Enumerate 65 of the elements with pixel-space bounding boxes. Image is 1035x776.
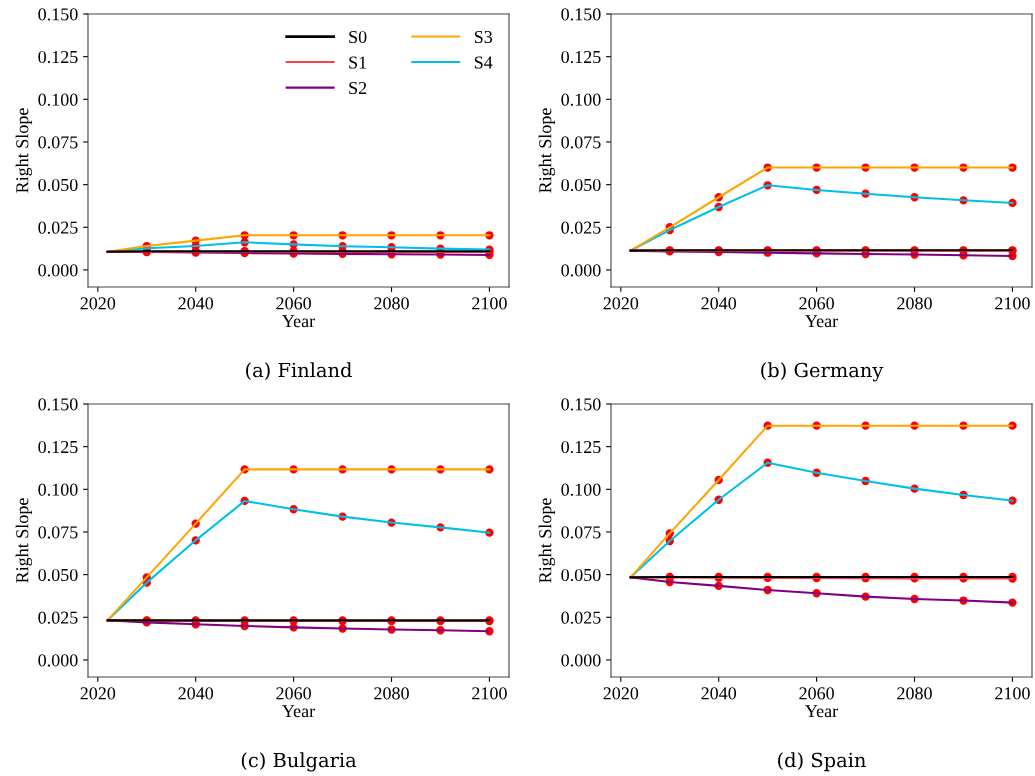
y-axis-title: Right Slope [538, 108, 556, 193]
y-tick-label: 0.125 [38, 50, 78, 64]
y-tick-label: 0.050 [38, 568, 78, 582]
y-tick-label: 0.150 [561, 8, 601, 21]
y-tick-label: 0.150 [38, 8, 78, 21]
y-tick-label: 0.100 [561, 483, 601, 496]
y-tick-label: 0.075 [561, 526, 601, 539]
x-tick-label: 2100 [472, 297, 507, 310]
y-tick-label: 0.075 [38, 136, 78, 149]
x-tick-label: 2060 [799, 297, 834, 310]
x-axis-title: Year [805, 315, 838, 328]
legend-label: S2 [349, 81, 367, 95]
y-tick-label: 0.050 [38, 178, 78, 192]
text: (a) Finland [246, 362, 352, 381]
y-tick-label: 0.050 [561, 568, 601, 582]
x-tick-label: 2080 [897, 297, 932, 310]
y-tick-label: 0.050 [561, 178, 601, 192]
x-tick-label: 2040 [701, 297, 737, 310]
y-tick-label: 0.125 [38, 440, 78, 454]
y-tick-label: 0.100 [561, 93, 601, 106]
y-tick-label: 0.125 [561, 440, 601, 454]
text: (d) Spain [778, 752, 866, 772]
y-tick-label: 0.000 [38, 654, 78, 667]
legend-label: S4 [474, 56, 493, 69]
x-tick-label: 2020 [80, 297, 116, 310]
x-tick-label: 2080 [897, 687, 932, 700]
legend-label: S0 [349, 30, 367, 44]
x-axis-title: Year [282, 705, 315, 718]
x-tick-label: 2040 [178, 687, 214, 700]
x-axis-title: Year [282, 315, 315, 328]
y-tick-label: 0.150 [38, 398, 78, 411]
x-tick-label: 2080 [374, 297, 409, 310]
text: (c) Bulgaria [241, 752, 357, 772]
y-tick-label: 0.100 [38, 93, 78, 106]
x-tick-label: 2060 [276, 687, 311, 700]
y-tick-label: 0.075 [38, 526, 78, 539]
y-tick-label: 0.125 [561, 50, 601, 64]
legend-label: S3 [474, 30, 493, 44]
y-tick-label: 0.150 [561, 398, 601, 411]
y-axis-title: Right Slope [15, 498, 33, 583]
x-tick-label: 2060 [276, 297, 311, 310]
x-tick-label: 2100 [472, 687, 507, 700]
y-axis-title: Right Slope [15, 108, 33, 193]
x-tick-label: 2080 [374, 687, 409, 700]
y-tick-label: 0.075 [561, 136, 601, 149]
y-axis-title: Right Slope [538, 498, 556, 583]
x-tick-label: 2060 [799, 687, 834, 700]
x-tick-label: 2020 [603, 687, 639, 700]
y-tick-label: 0.025 [38, 611, 78, 624]
y-tick-label: 0.000 [38, 264, 78, 277]
x-axis-title: Year [805, 705, 838, 718]
x-tick-label: 2100 [995, 687, 1030, 700]
y-tick-label: 0.100 [38, 483, 78, 496]
x-tick-label: 2040 [701, 687, 737, 700]
y-tick-label: 0.025 [561, 611, 601, 624]
y-tick-label: 0.025 [561, 221, 601, 234]
x-tick-label: 2020 [603, 297, 639, 310]
y-tick-label: 0.025 [38, 221, 78, 234]
legend-label: S1 [349, 56, 367, 69]
x-tick-label: 2020 [80, 687, 116, 700]
y-tick-label: 0.000 [561, 654, 601, 667]
x-tick-label: 2040 [178, 297, 214, 310]
y-tick-label: 0.000 [561, 264, 601, 277]
x-tick-label: 2100 [995, 297, 1030, 310]
text: (b) Germany [761, 362, 884, 382]
